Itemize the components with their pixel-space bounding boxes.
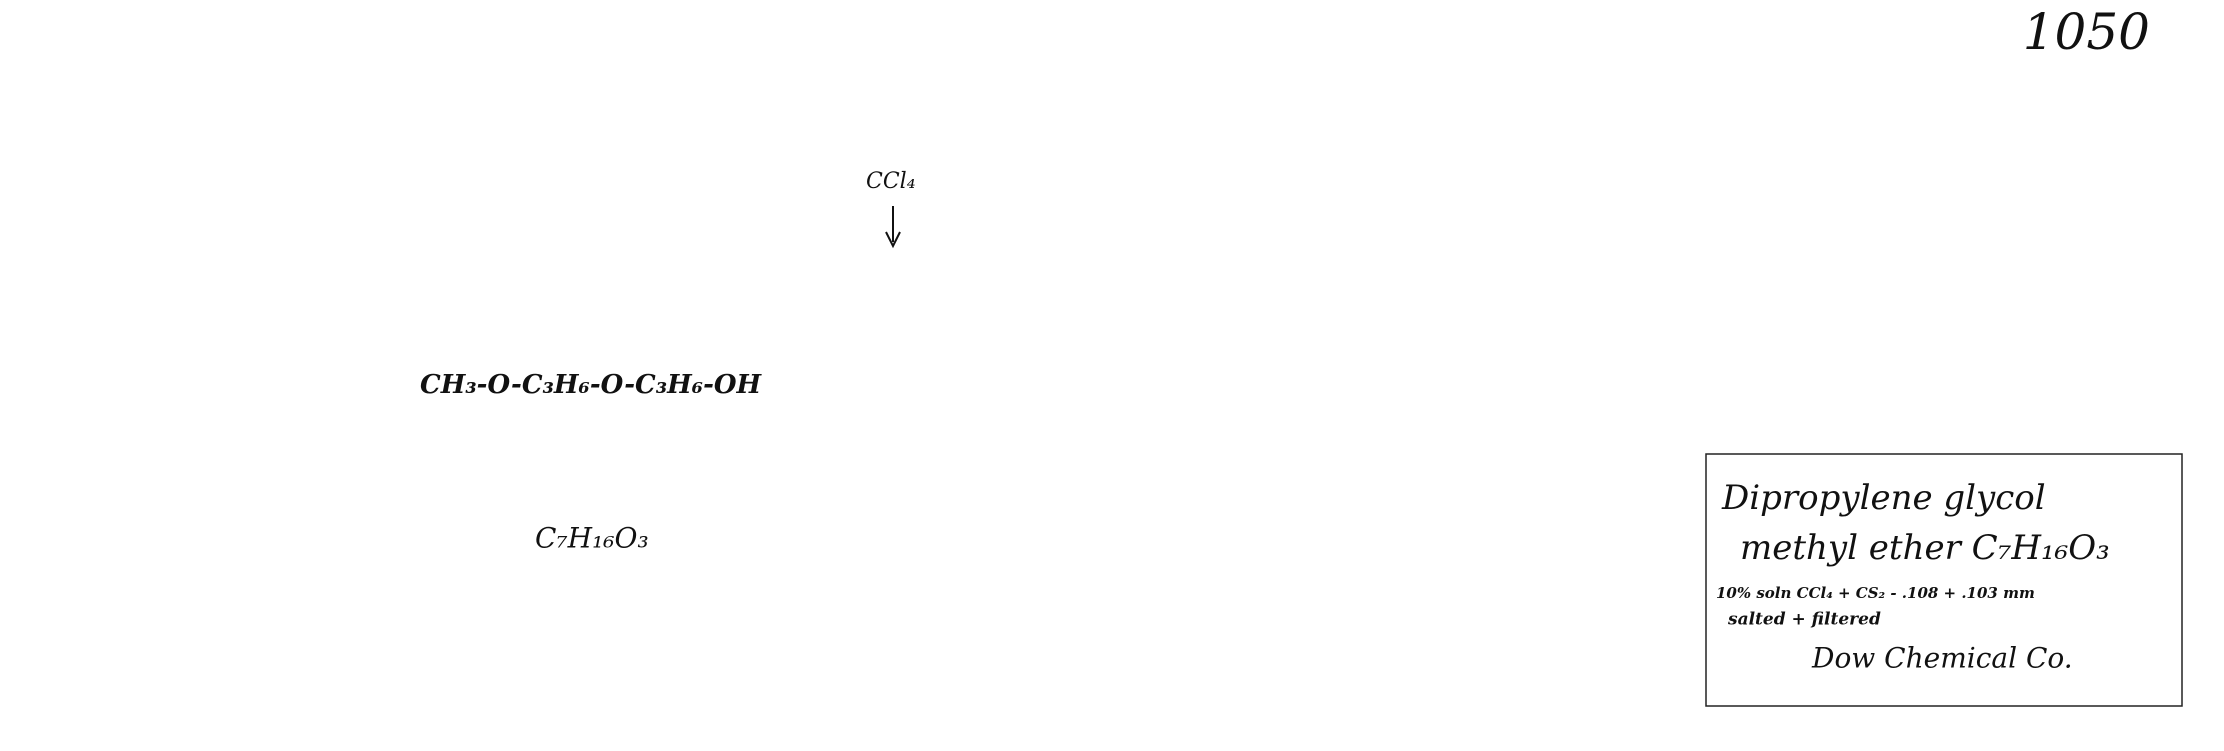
arrow-head <box>885 231 901 249</box>
solvent-marker: CCl₄ <box>866 169 916 194</box>
sample-number: 1050 <box>2023 3 2150 61</box>
compound-name: Dipropylene glycol <box>1721 478 2046 518</box>
conditions: 10% soln CCl₄ + CS₂ - .108 + .103 mm <box>1716 584 2035 602</box>
molecular-formula: C₇H₁₆O₃ <box>535 522 649 555</box>
treatment: salted + filtered <box>1727 610 1881 630</box>
structure-formula: CH₃-O-C₃H₆-O-C₃H₆-OH <box>420 370 763 400</box>
compound-name: methyl ether C₇H₁₆O₃ <box>1740 528 2110 568</box>
legend-box <box>1705 453 2183 707</box>
source: Dow Chemical Co. <box>1811 642 2073 675</box>
